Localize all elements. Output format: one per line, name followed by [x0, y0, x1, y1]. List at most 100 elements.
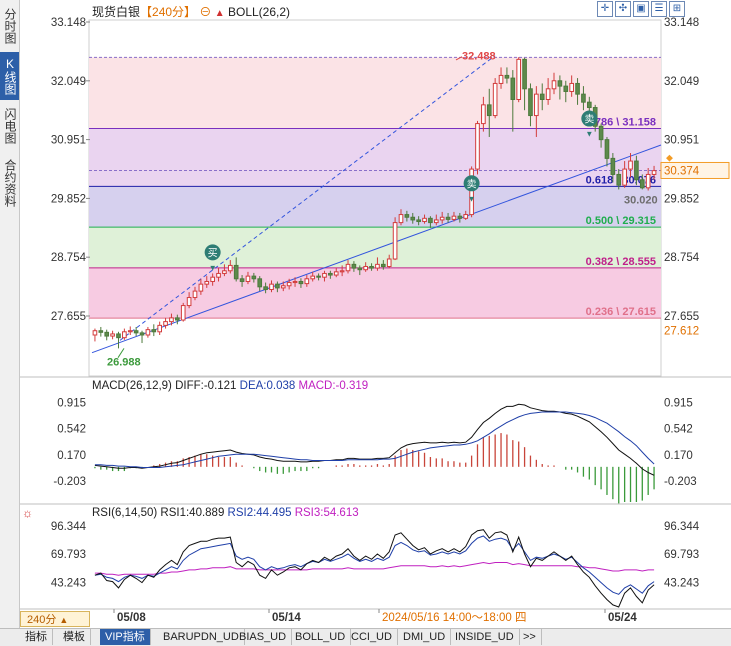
fib-label: 0.382 \ 28.555 [586, 256, 656, 268]
candle-body [486, 104, 492, 117]
tab-flash-chart[interactable]: 闪电图 [3, 108, 17, 144]
candle-body [610, 157, 616, 175]
bottom-tab[interactable]: 模板 [58, 629, 91, 645]
candle-body [363, 265, 368, 271]
signal-arrow-icon: ▼ [468, 194, 476, 203]
candle-body [428, 217, 433, 224]
price-axis-label-left: 33.148 [51, 17, 86, 29]
candle-body [645, 173, 651, 189]
move-icon[interactable]: ✣ [615, 1, 631, 17]
macd-dea-label: DEA:0.038 [239, 380, 296, 392]
candle-body [634, 160, 639, 181]
bottom-tab[interactable]: VIP指标 [100, 629, 151, 645]
recent-low-label: 30.020 [624, 194, 658, 206]
settings-circle-icon[interactable]: ⊖ [199, 5, 212, 19]
price-axis-label-right: 32.049 [664, 76, 699, 88]
fib-zone [89, 128, 661, 187]
candle-body [280, 285, 286, 289]
high-pointer [455, 56, 463, 61]
candle-body [210, 276, 215, 282]
candle-body [545, 88, 551, 101]
candle-body [563, 85, 569, 92]
chart-header: 现货白银【240分】 ⊖ ▲ BOLL(26,2) [92, 3, 290, 20]
period-selector[interactable]: 240分 ▲ [20, 611, 90, 627]
price-axis-label-right: 28.754 [664, 252, 700, 264]
price-axis-label-left: 28.754 [51, 252, 87, 264]
candle-body [186, 297, 192, 307]
channel-trendline [119, 55, 496, 341]
candle-body [586, 101, 592, 109]
sun-icon[interactable]: ☼ [22, 506, 33, 520]
indicator-name: BOLL(26,2) [228, 5, 291, 19]
candle-body [498, 74, 504, 84]
current-price-marker-icon: ◆ [666, 152, 673, 162]
time-axis-label: 2024/05/16 14:00～18:00 四 [382, 612, 527, 624]
symbol-name: 现货白银 [92, 5, 141, 19]
candle-body [104, 331, 110, 337]
bottom-tab[interactable]: INSIDE_UD [450, 629, 520, 645]
low-price-label: 26.988 [107, 357, 141, 369]
time-axis-label: 05/24 [608, 612, 637, 624]
fib-label: 0.500 \ 29.315 [586, 215, 656, 227]
tab-time-chart[interactable]: 分时图 [3, 8, 17, 44]
rsi1-label: RSI1:40.889 [160, 507, 225, 519]
price-axis-label-right: 29.852 [664, 193, 699, 205]
bottom-tab[interactable]: >> [518, 629, 542, 645]
macd-value-label: MACD:-0.319 [298, 380, 369, 392]
bottom-tab[interactable]: DMI_UD [398, 629, 452, 645]
overlay-icon[interactable]: ▣ [633, 1, 649, 17]
expand-icon[interactable]: ⊞ [669, 1, 685, 17]
candle-body [298, 280, 304, 285]
candle-body [263, 286, 268, 291]
signal-text: 卖 [467, 178, 477, 190]
candle-body [204, 280, 210, 285]
price-axis-label-left: 29.852 [51, 193, 86, 205]
macd-legend: MACD(26,12,9) DIFF:-0.121 DEA:0.038 MACD… [92, 380, 368, 392]
crosshair-icon[interactable]: ✛ [597, 1, 613, 17]
rsi-legend: RSI(6,14,50) RSI1:40.889 RSI2:44.495 RSI… [92, 507, 359, 519]
list-icon[interactable]: ☰ [651, 1, 667, 17]
candle-body [275, 283, 280, 289]
period-label: 【240分】 [140, 5, 197, 19]
candle-body [481, 104, 486, 125]
candle-body [192, 290, 198, 299]
bottom-tab[interactable]: BARUPDN_UD [158, 629, 245, 645]
candle-body [375, 263, 380, 269]
period-selector-label: 240分 [27, 614, 57, 626]
tab-contract-info[interactable]: 合约资料 [3, 159, 17, 207]
candle-body [433, 219, 439, 224]
candle-body [198, 283, 204, 292]
candle-body [233, 264, 239, 280]
price-axis-label-left: 30.951 [51, 135, 86, 147]
candle-body [369, 265, 374, 269]
bottom-tab[interactable]: BIAS_UD [234, 629, 293, 645]
left-tab-bar: 分时图 K线图 闪电图 合约资料 [0, 0, 20, 628]
macd-axis-label-left: 0.170 [57, 450, 86, 462]
candle-body [239, 278, 245, 282]
candle-body [557, 80, 563, 87]
macd-axis-label-right: 0.915 [664, 397, 693, 409]
candle-body [357, 267, 363, 271]
bottom-tab[interactable]: BOLL_UD [290, 629, 352, 645]
candle-body [222, 270, 227, 274]
fib-label: 0.786 \ 31.158 [586, 117, 656, 129]
rsi2-label: RSI2:44.495 [227, 507, 292, 519]
fib-zone [89, 186, 661, 228]
candle-body [245, 275, 251, 282]
rsi-axis-label-left: 96.344 [51, 521, 87, 533]
candle-body [569, 82, 574, 92]
candle-body [575, 82, 580, 95]
candle-body [322, 272, 327, 278]
bottom-tab[interactable]: 指标 [20, 629, 53, 645]
indicator-arrow-icon[interactable]: ▲ [214, 8, 225, 19]
signal-arrow-icon: ▼ [209, 263, 217, 272]
candle-body [92, 330, 98, 336]
rsi3-line [94, 561, 655, 576]
tab-kline-chart[interactable]: K线图 [0, 52, 19, 100]
candle-body [351, 263, 357, 269]
candle-body [581, 93, 586, 103]
bottom-tab[interactable]: CCI_UD [346, 629, 398, 645]
rsi-axis-label-right: 96.344 [664, 521, 700, 533]
time-axis-label: 05/14 [272, 612, 301, 624]
